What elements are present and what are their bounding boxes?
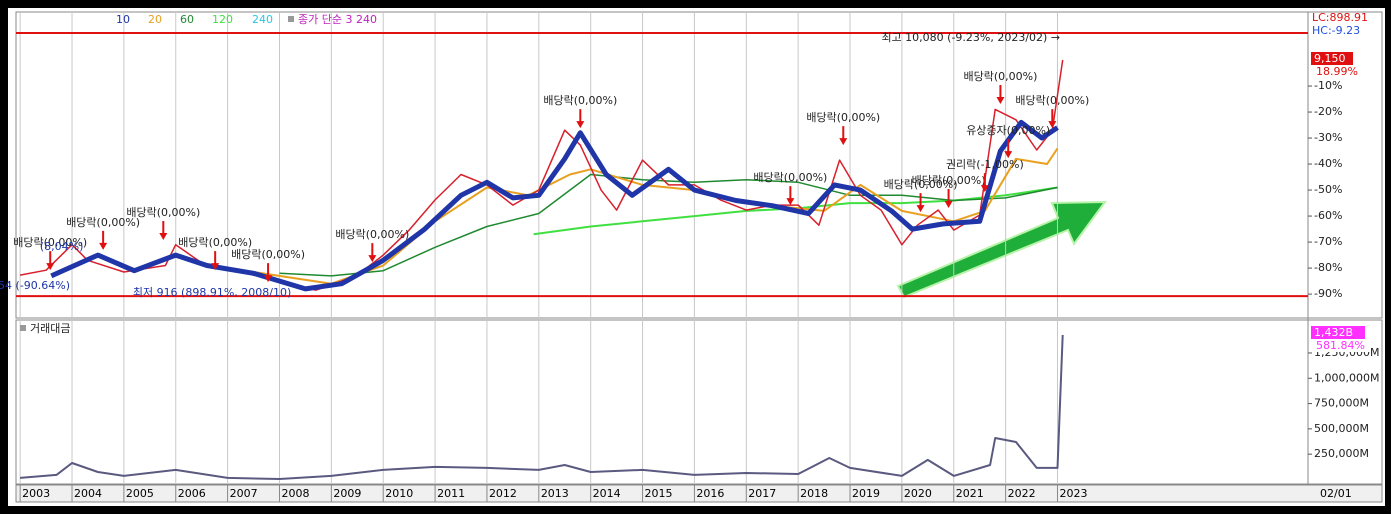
last-price-box — [1311, 52, 1353, 65]
event-arrow — [159, 220, 168, 240]
x-tick-label: 2006 — [178, 487, 206, 500]
event-label: 배당락(0,00%) — [178, 236, 252, 249]
last-change: 18.99% — [1316, 65, 1358, 78]
event-label: 배당락(0,00%) — [1015, 94, 1089, 107]
lc-label: LC:898.91 — [1312, 11, 1368, 24]
event-arrow — [1004, 139, 1013, 159]
y-tick-label: -30% — [1314, 131, 1342, 144]
last-price: 9,150 — [1314, 52, 1346, 65]
x-tick-label: 2013 — [541, 487, 569, 500]
event-label: 배당락(0,00%) — [753, 171, 827, 184]
volume-panel — [15, 319, 1383, 485]
legend-item: 20 — [148, 13, 162, 26]
x-tick-label: 2023 — [1059, 487, 1087, 500]
y-tick-label: 500,000M — [1314, 422, 1369, 435]
event-label: 654 (-90.64%) — [0, 279, 70, 292]
event-arrow — [980, 173, 989, 193]
event-arrow — [211, 251, 220, 271]
x-tick-label: 2005 — [126, 487, 154, 500]
y-tick-label: 250,000M — [1314, 447, 1369, 460]
event-arrow — [576, 109, 585, 129]
y-tick-label: 1,000,000M — [1314, 371, 1379, 384]
legend-icon — [288, 16, 294, 22]
x-tick-label: 2022 — [1008, 487, 1036, 500]
x-tick-label: 2004 — [74, 487, 102, 500]
event-arrow — [264, 263, 273, 283]
x-tick-label: 2010 — [385, 487, 413, 500]
legend-item: 10 — [116, 13, 130, 26]
moving-average — [50, 119, 1059, 292]
event-label: 권리락(-1,00%) — [946, 158, 1024, 171]
price-panel — [15, 11, 1383, 319]
x-tick-label: 2015 — [645, 487, 673, 500]
indicator-label: 종가 단순 3 240 — [298, 13, 377, 26]
legend-item: 60 — [180, 13, 194, 26]
legend-item: 120 — [212, 13, 233, 26]
event-label: 유상증자(0,00%) — [966, 124, 1050, 137]
x-tick-label: 2009 — [333, 487, 361, 500]
last-value-box — [1311, 326, 1365, 339]
panel-title: 거래대금 — [30, 322, 70, 335]
event-arrow — [944, 188, 953, 208]
event-label: 배당락(0,00%) — [66, 216, 140, 229]
legend-icon — [20, 325, 26, 331]
event-arrow — [916, 193, 925, 213]
y-tick-label: -40% — [1314, 157, 1342, 170]
event-arrow — [839, 126, 848, 146]
event-label: 배당락(0,00%) — [231, 248, 305, 261]
hc-label: HC:-9.23 — [1312, 24, 1360, 37]
x-tick-label: 2021 — [956, 487, 984, 500]
x-tick-label: 2012 — [489, 487, 517, 500]
background — [8, 8, 1385, 506]
event-arrow — [99, 230, 108, 250]
event-label: 최저 916 (898.91%, 2008/10) — [133, 286, 291, 299]
event-arrow — [368, 243, 377, 263]
end-label: 02/01 — [1320, 487, 1352, 500]
volume-line — [20, 334, 1064, 480]
event-label: (8,04%) — [40, 240, 84, 253]
event-label: 배당락(0,00%) — [543, 94, 617, 107]
legend-item: 240 — [252, 13, 273, 26]
x-tick-label: 2019 — [852, 487, 880, 500]
y-tick-label: 750,000M — [1314, 397, 1369, 410]
x-tick-label: 2014 — [593, 487, 621, 500]
event-arrow — [996, 84, 1005, 104]
y-tick-label: -10% — [1314, 79, 1342, 92]
x-tick-label: 2017 — [748, 487, 776, 500]
x-axis-strip — [15, 484, 1383, 503]
event-label: 배당락(0,00%) — [912, 174, 986, 187]
last-change: 581.84% — [1316, 339, 1365, 352]
y-tick-label: -60% — [1314, 209, 1342, 222]
event-label: 배당락(0,00%) — [884, 178, 958, 191]
y-tick-label: -50% — [1314, 183, 1342, 196]
event-arrow — [1048, 109, 1057, 129]
x-tick-label: 2020 — [904, 487, 932, 500]
last-value: 1,432B — [1314, 326, 1353, 339]
y-tick-label: -90% — [1314, 287, 1342, 300]
last-change-bg — [1311, 340, 1371, 352]
y-tick-label: -80% — [1314, 261, 1342, 274]
x-tick-label: 2003 — [22, 487, 50, 500]
x-tick-label: 2008 — [281, 487, 309, 500]
event-arrow — [46, 251, 55, 271]
event-label: 배당락(0,00%) — [126, 206, 200, 219]
event-arrow — [786, 186, 795, 206]
event-label: 배당락(0,00%) — [13, 236, 87, 249]
event-label: 배당락(0,00%) — [335, 228, 409, 241]
x-tick-label: 2007 — [230, 487, 258, 500]
x-tick-label: 2018 — [800, 487, 828, 500]
event-label: 배당락(0,00%) — [963, 70, 1037, 83]
moving-average — [279, 173, 1058, 277]
y-tick-label: -20% — [1314, 105, 1342, 118]
y-tick-label: -70% — [1314, 235, 1342, 248]
x-tick-label: 2016 — [696, 487, 724, 500]
event-label: 배당락(0,00%) — [806, 111, 880, 124]
x-tick-label: 2011 — [437, 487, 465, 500]
peak-label: 최고 10,080 (-9.23%, 2023/02) → — [881, 31, 1060, 44]
